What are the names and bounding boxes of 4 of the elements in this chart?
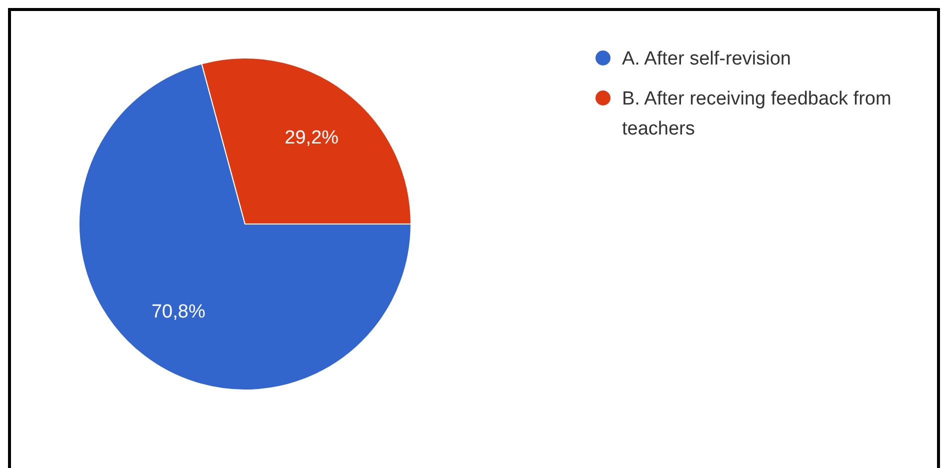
legend-label: B. After receiving feedback from teachers (622, 88, 892, 140)
legend-label: A. After self-revision (622, 48, 791, 70)
data-label: 29,2% (284, 128, 339, 149)
data-label: 70,8% (151, 302, 206, 323)
